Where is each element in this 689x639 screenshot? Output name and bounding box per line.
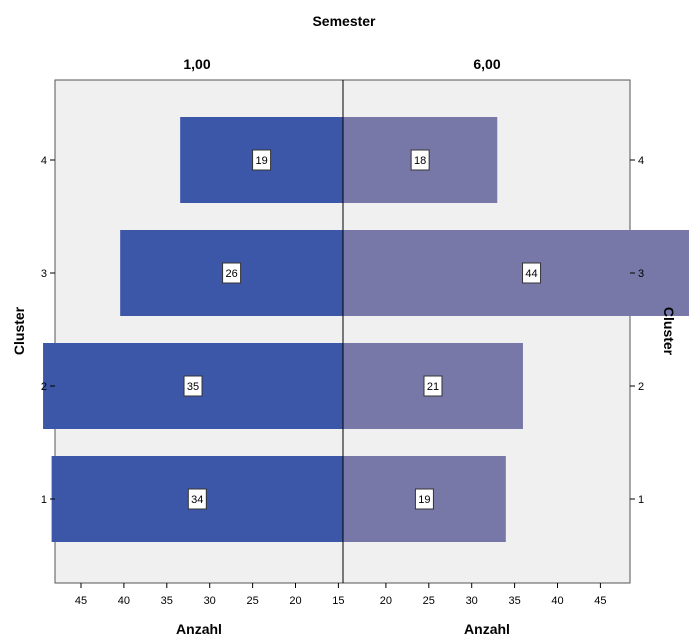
y-tick-label-right-4: 4 — [638, 155, 644, 167]
panel-title-right: 6,00 — [473, 56, 500, 72]
x-axis-label-left: Anzahl — [176, 621, 222, 637]
x-tick-label-right-4: 40 — [551, 595, 563, 607]
x-tick-label-left-2: 35 — [161, 595, 173, 607]
data-label-left-1: 34 — [191, 494, 203, 506]
data-label-left-2: 35 — [187, 381, 199, 393]
x-tick-label-left-1: 40 — [118, 595, 130, 607]
data-label-right-1: 19 — [418, 494, 430, 506]
y-tick-label-left-1: 1 — [41, 494, 47, 506]
data-label-right-4: 18 — [414, 155, 426, 167]
y-axis-label-left: Cluster — [11, 306, 27, 355]
data-label-left-4: 19 — [255, 155, 267, 167]
x-tick-label-right-3: 35 — [508, 595, 520, 607]
y-tick-label-right-3: 3 — [638, 268, 644, 280]
panel-title-left: 1,00 — [183, 56, 210, 72]
x-tick-label-left-4: 25 — [246, 595, 258, 607]
y-tick-label-left-4: 4 — [41, 155, 47, 167]
y-tick-label-right-1: 1 — [638, 494, 644, 506]
data-label-right-2: 21 — [427, 381, 439, 393]
ticks-group: 1 12 23 34 445 40 35 30 25 20 15 20 25 30 35 40 45 — [41, 155, 644, 607]
y-tick-label-right-2: 2 — [638, 381, 644, 393]
x-tick-label-left-5: 20 — [289, 595, 301, 607]
data-label-box-right-1 — [414, 488, 434, 510]
data-label-box-left-3 — [222, 262, 242, 284]
y-axis-label-right: Cluster — [661, 307, 677, 356]
data-label-box-left-2 — [183, 375, 203, 397]
x-tick-label-left-0: 45 — [75, 595, 87, 607]
x-tick-label-right-5: 45 — [594, 595, 606, 607]
x-tick-label-right-1: 25 — [423, 595, 435, 607]
data-label-box-right-3 — [522, 262, 542, 284]
data-label-box-right-4 — [410, 149, 430, 171]
data-label-left-3: 26 — [225, 268, 237, 280]
data-label-box-right-2 — [423, 375, 443, 397]
data-label-box-left-4 — [252, 149, 272, 171]
x-tick-label-right-0: 20 — [380, 595, 392, 607]
data-label-box-left-1 — [187, 488, 207, 510]
y-tick-label-left-2: 2 — [41, 381, 47, 393]
x-tick-label-right-2: 30 — [466, 595, 478, 607]
x-tick-label-left-3: 30 — [204, 595, 216, 607]
x-axis-label-right: Anzahl — [464, 621, 510, 637]
data-label-right-3: 44 — [525, 268, 537, 280]
y-tick-label-left-3: 3 — [41, 268, 47, 280]
x-tick-label-left-6: 15 — [332, 595, 344, 607]
chart-title: Semester — [312, 13, 376, 29]
